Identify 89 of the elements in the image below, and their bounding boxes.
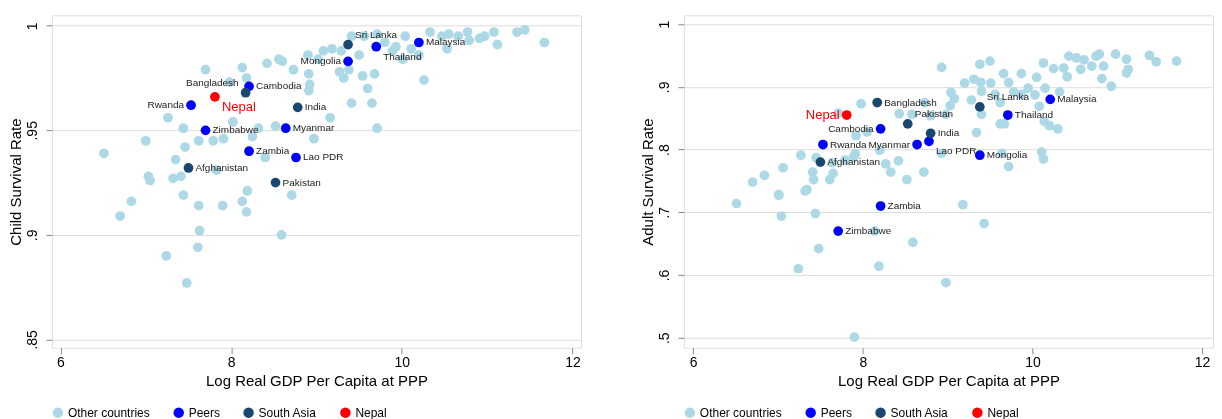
y-tick-label: .7 <box>656 206 673 219</box>
point <box>414 37 424 48</box>
annotation: Sri Lanka <box>355 28 398 40</box>
legend-label: Peers <box>820 405 852 419</box>
annotation: Sri Lanka <box>986 90 1030 102</box>
point <box>924 136 934 147</box>
y-tick-label: .8 <box>656 144 673 156</box>
annotation: Zambia <box>256 145 290 157</box>
annotation: Malaysia <box>425 36 466 48</box>
point <box>186 100 196 111</box>
y-tick-label: .9 <box>24 229 41 242</box>
legend-label: Other countries <box>67 405 150 419</box>
point <box>925 128 936 139</box>
point <box>291 152 301 163</box>
legend-label: South Asia <box>890 405 949 419</box>
point <box>343 56 353 67</box>
point <box>343 39 353 50</box>
point <box>270 177 281 188</box>
point <box>974 102 985 112</box>
x-axis-title: Log Real GDP Per Capita at PPP <box>838 372 1060 390</box>
annotation: Afghanistan <box>195 161 249 173</box>
y-tick-label: .9 <box>656 81 673 94</box>
annotation: Bangladesh <box>185 76 239 88</box>
point <box>183 163 194 173</box>
x-tick-label: 12 <box>565 354 582 371</box>
x-tick-label: 8 <box>859 354 868 371</box>
annotation: India <box>937 127 960 139</box>
x-tick-label: 8 <box>227 354 236 371</box>
legend-label: South Asia <box>258 405 317 419</box>
point <box>815 157 826 167</box>
annotation: Nepal <box>221 98 256 114</box>
x-tick-label: 10 <box>394 354 411 371</box>
point <box>974 150 985 161</box>
point <box>875 124 886 134</box>
point <box>210 92 220 102</box>
annotation: Pakistan <box>914 107 953 119</box>
y-axis-title: Child Survival Rate <box>7 118 25 246</box>
annotation: Cambodia <box>828 122 875 134</box>
annotation: Mongolia <box>986 149 1028 161</box>
point <box>371 41 382 52</box>
point <box>200 125 211 136</box>
annotation: Myanmar <box>292 122 335 134</box>
point <box>292 102 303 113</box>
y-tick-label: .95 <box>24 120 41 141</box>
annotation: Nepal <box>805 107 840 123</box>
legend-label: Peers <box>188 405 220 419</box>
point <box>1045 94 1056 105</box>
x-tick-label: 10 <box>1025 354 1041 371</box>
x-tick-label: 12 <box>1194 354 1211 371</box>
legend-label: Nepal <box>987 405 1019 419</box>
point <box>240 87 251 98</box>
point <box>875 201 886 211</box>
annotation: Zimbabwe <box>845 225 892 237</box>
annotation: Mongolia <box>300 55 342 67</box>
y-tick-label: 1 <box>24 22 41 31</box>
point <box>1002 110 1013 120</box>
annotation: Pakistan <box>282 176 321 188</box>
annotation: Rwanda <box>147 99 185 111</box>
annotation: Rwanda <box>829 138 867 150</box>
x-tick-label: 6 <box>57 354 66 371</box>
y-tick-label: .85 <box>24 329 41 350</box>
annotation: Afghanistan <box>827 156 881 168</box>
point <box>833 226 844 236</box>
point <box>244 146 254 157</box>
y-tick-label: .6 <box>656 269 673 282</box>
annotation: India <box>304 101 327 113</box>
annotation: Myanmar <box>868 138 911 150</box>
annotation: Thailand <box>1014 109 1054 121</box>
point <box>280 123 291 134</box>
point <box>841 110 852 120</box>
annotation: Lao PDR <box>302 151 344 163</box>
x-axis-title: Log Real GDP Per Capita at PPP <box>206 372 428 390</box>
annotation: Malaysia <box>1057 93 1097 105</box>
y-axis-title: Adult Survival Rate <box>639 118 657 246</box>
legend-label: Nepal <box>355 405 387 419</box>
annotation: Cambodia <box>256 80 302 92</box>
point <box>902 118 913 129</box>
annotation: Lao PDR <box>935 145 977 157</box>
y-tick-label: 1 <box>656 20 673 29</box>
x-tick-label: 6 <box>689 354 698 371</box>
annotation: Thailand <box>383 50 422 62</box>
point <box>872 97 883 108</box>
annotation: Zimbabwe <box>212 124 259 136</box>
annotation: Zambia <box>887 200 922 212</box>
annotation: Bangladesh <box>884 96 937 108</box>
y-tick-label: .5 <box>656 332 673 345</box>
point <box>818 139 828 150</box>
legend-label: Other countries <box>699 405 782 419</box>
point <box>912 139 922 150</box>
